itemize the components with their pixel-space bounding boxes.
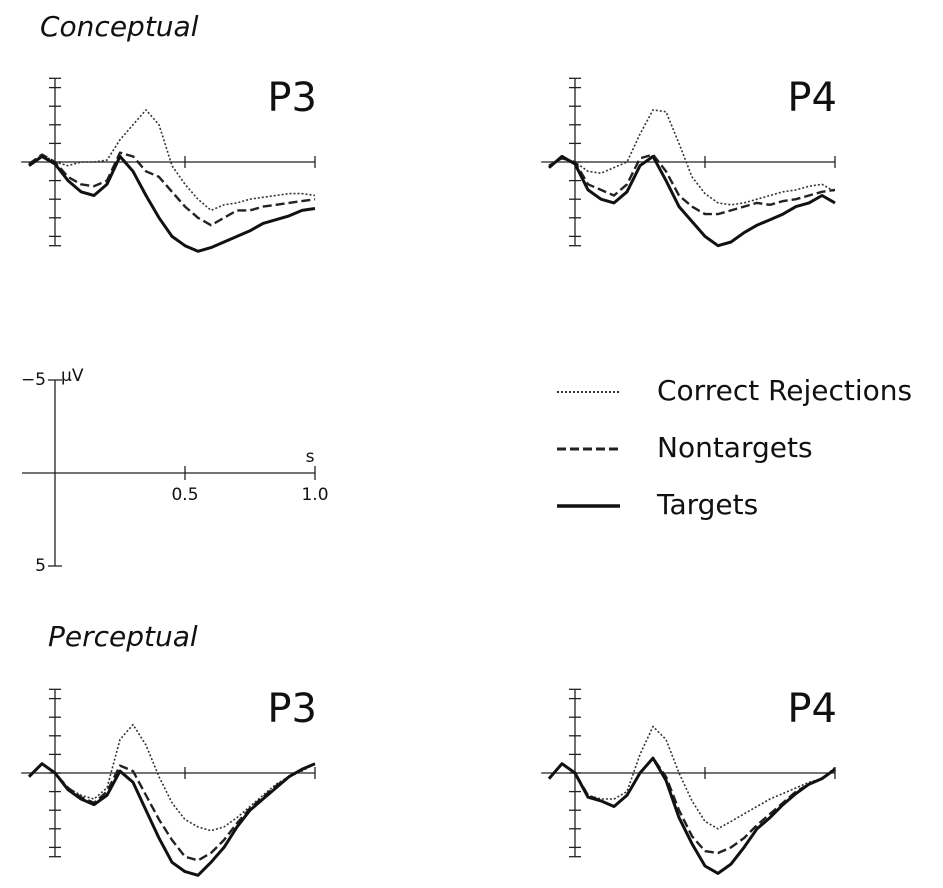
erp-line [28, 762, 316, 862]
scale-y-tick-label: −5 [21, 370, 46, 390]
chart-title: P3 [267, 75, 317, 121]
erp-line [28, 154, 316, 253]
group-heading: Perceptual [48, 620, 198, 653]
scale-x-tick-label: 1.0 [301, 485, 328, 505]
chart-title: P4 [787, 75, 837, 121]
erp-line [548, 725, 836, 830]
erp-line [548, 756, 836, 855]
legend-label: Nontargets [657, 431, 813, 464]
chart-title: P4 [787, 686, 837, 732]
erp-line [547, 756, 836, 875]
chart-title: P3 [267, 686, 317, 732]
group-heading: Conceptual [40, 10, 199, 43]
scale-x-tick-label: 0.5 [171, 485, 198, 505]
erp-line [28, 723, 316, 832]
erp-line [548, 154, 836, 248]
erp-line [27, 762, 316, 877]
erp-line [28, 109, 316, 212]
erp-line [548, 153, 836, 216]
scale-y-tick-label: 5 [35, 556, 46, 576]
legend-label: Targets [656, 488, 758, 521]
erp-line [548, 109, 836, 206]
scale-y-unit: µV [61, 366, 84, 386]
erp-line [28, 151, 316, 227]
scale-x-unit: s [306, 447, 315, 467]
legend-label: Correct Rejections [657, 374, 912, 407]
